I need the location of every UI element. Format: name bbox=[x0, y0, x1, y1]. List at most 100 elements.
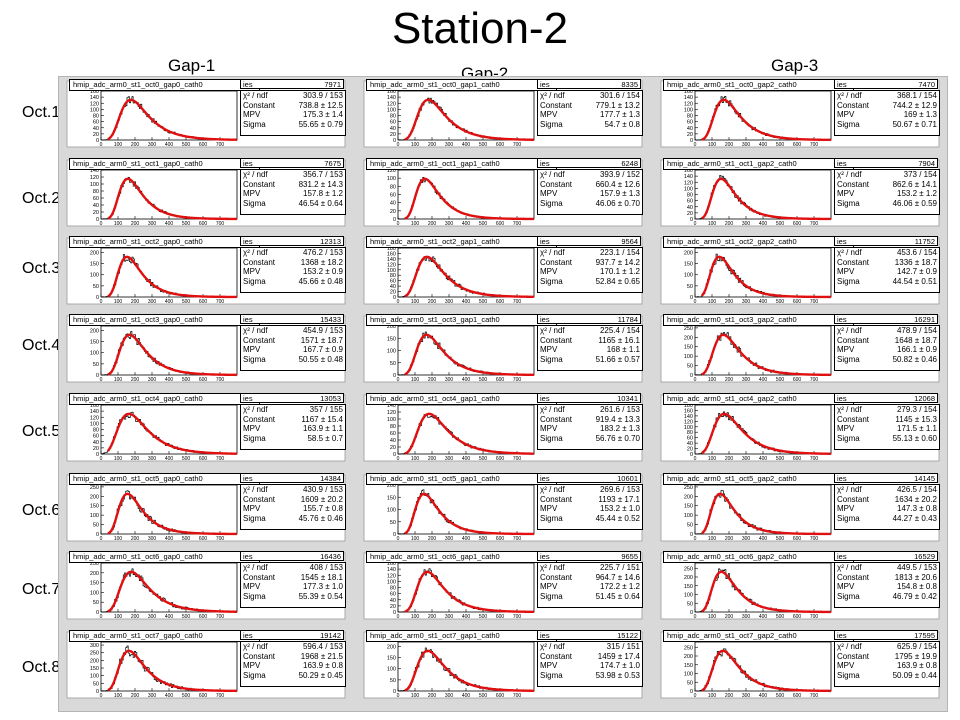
y-tick-label: 20 bbox=[687, 211, 693, 217]
stat-value: 426.5 / 154 bbox=[896, 485, 937, 494]
stat-value: 315 / 151 bbox=[606, 642, 640, 651]
landau-fit-line bbox=[107, 649, 238, 693]
histogram-panel: 0 50 100 150 200 250 0 100 200 300 400 500 600 700 hmi… bbox=[65, 473, 347, 542]
entries-value: 16436 bbox=[320, 552, 341, 561]
stat-row-mpv: MPV 157.9 ± 1.3 bbox=[538, 189, 642, 199]
stat-label: MPV bbox=[540, 189, 558, 198]
stat-label: MPV bbox=[243, 267, 261, 276]
x-tick-label: 600 bbox=[793, 536, 802, 542]
stat-row-chi2: χ² / ndf 368.1 / 154 bbox=[835, 91, 939, 101]
stat-value: 1459 ± 17.4 bbox=[597, 651, 640, 661]
x-tick-label: 400 bbox=[462, 614, 471, 620]
histogram-title: hmip_adc_arm0_st1_oct5_gap2_cath0 bbox=[663, 473, 854, 485]
landau-fit-line bbox=[404, 649, 535, 692]
y-tick-label: 200 bbox=[90, 328, 99, 334]
y-tick-label: 0 bbox=[690, 532, 693, 538]
entries-label: ies bbox=[837, 394, 847, 403]
stat-row-chi2: χ² / ndf 430.9 / 153 bbox=[241, 485, 345, 495]
stat-row-constant: Constant 660.4 ± 12.6 bbox=[538, 180, 642, 190]
stat-row-mpv: MPV 153.2 ± 1.2 bbox=[835, 189, 939, 199]
stat-value: 167.7 ± 0.9 bbox=[303, 345, 343, 354]
stat-label: Constant bbox=[540, 179, 573, 189]
stat-row-mpv: MPV 175.3 ± 1.4 bbox=[241, 110, 345, 120]
stat-value: 163.9 ± 1.1 bbox=[303, 424, 343, 433]
stat-label: χ² / ndf bbox=[243, 170, 268, 179]
stat-value: 175.3 ± 1.4 bbox=[303, 110, 343, 119]
stat-label: χ² / ndf bbox=[837, 563, 862, 572]
stat-label: Constant bbox=[540, 494, 573, 504]
entries-value: 7904 bbox=[918, 159, 935, 168]
x-tick-label: 700 bbox=[513, 299, 522, 305]
stat-row-chi2: χ² / ndf 408 / 153 bbox=[241, 563, 345, 573]
x-tick-label: 500 bbox=[776, 142, 785, 148]
x-tick-label: 700 bbox=[513, 221, 522, 227]
stat-value: 51.66 ± 0.57 bbox=[595, 354, 640, 364]
entries-label: ies bbox=[837, 80, 847, 89]
y-tick-label: 0 bbox=[690, 217, 693, 223]
x-tick-label: 500 bbox=[479, 377, 488, 383]
x-tick-label: 100 bbox=[411, 221, 420, 227]
x-tick-label: 0 bbox=[397, 693, 400, 699]
stat-row-sigma: Sigma 55.13 ± 0.60 bbox=[835, 434, 939, 444]
gap-label-3: Gap-3 bbox=[771, 56, 819, 75]
stat-label: χ² / ndf bbox=[540, 642, 565, 651]
x-tick-label: 600 bbox=[496, 536, 505, 542]
x-tick-label: 0 bbox=[694, 221, 697, 227]
entries-box: ies 19142 bbox=[240, 630, 344, 640]
stat-row-mpv: MPV 168 ± 1.1 bbox=[538, 345, 642, 355]
entries-value: 11752 bbox=[914, 237, 935, 246]
landau-fit-line bbox=[107, 570, 238, 613]
stat-label: MPV bbox=[540, 110, 558, 119]
entries-value: 17595 bbox=[914, 631, 935, 640]
histogram-panel: 0 20 40 60 80 100 120 140 160 0 100 200 300 400 500 600… bbox=[362, 551, 644, 620]
y-tick-label: 0 bbox=[96, 138, 99, 144]
x-tick-label: 700 bbox=[216, 221, 225, 227]
y-tick-label: 250 bbox=[684, 645, 693, 651]
stat-row-chi2: χ² / ndf 261.6 / 153 bbox=[538, 405, 642, 415]
stat-label: Constant bbox=[243, 494, 276, 504]
entries-box: ies 16436 bbox=[240, 551, 344, 561]
x-tick-label: 100 bbox=[114, 693, 123, 699]
x-tick-label: 600 bbox=[199, 614, 208, 620]
x-tick-label: 400 bbox=[165, 693, 174, 699]
x-tick-label: 600 bbox=[199, 456, 208, 462]
x-tick-label: 300 bbox=[445, 299, 454, 305]
fit-stats-box: χ² / ndf 261.6 / 153 Constant 919.4 ± 13.3 M… bbox=[537, 404, 643, 450]
y-tick-label: 80 bbox=[687, 430, 693, 436]
stat-value: 45.66 ± 0.48 bbox=[298, 276, 343, 286]
x-tick-label: 400 bbox=[462, 693, 471, 699]
stat-label: MPV bbox=[243, 504, 261, 513]
x-tick-label: 700 bbox=[513, 536, 522, 542]
page-title: Station-2 bbox=[391, 4, 569, 53]
entries-label: ies bbox=[540, 237, 550, 246]
y-tick-label: 0 bbox=[690, 610, 693, 616]
x-tick-label: 0 bbox=[694, 299, 697, 305]
stat-row-constant: Constant 1634 ± 20.2 bbox=[835, 495, 939, 505]
y-tick-label: 20 bbox=[93, 446, 99, 452]
y-tick-label: 0 bbox=[96, 689, 99, 695]
stat-label: Constant bbox=[837, 335, 870, 345]
x-tick-label: 300 bbox=[742, 142, 751, 148]
landau-fit-line bbox=[404, 98, 535, 141]
entries-box: ies 17595 bbox=[834, 630, 938, 640]
stat-label: MPV bbox=[243, 189, 261, 198]
x-tick-label: 500 bbox=[479, 299, 488, 305]
y-tick-label: 200 bbox=[387, 644, 396, 650]
x-tick-label: 600 bbox=[793, 221, 802, 227]
stat-value: 174.7 ± 1.0 bbox=[600, 661, 640, 670]
entries-label: ies bbox=[243, 159, 253, 168]
stat-row-mpv: MPV 177.3 ± 1.0 bbox=[241, 582, 345, 592]
x-tick-label: 400 bbox=[759, 142, 768, 148]
x-tick-label: 100 bbox=[411, 377, 420, 383]
x-tick-label: 200 bbox=[428, 299, 437, 305]
y-tick-label: 100 bbox=[90, 107, 99, 113]
stat-value: 1571 ± 18.7 bbox=[300, 335, 343, 345]
entries-label: ies bbox=[837, 315, 847, 324]
x-tick-label: 700 bbox=[216, 693, 225, 699]
x-tick-label: 500 bbox=[776, 693, 785, 699]
stat-label: MPV bbox=[243, 345, 261, 354]
y-tick-label: 60 bbox=[687, 120, 693, 126]
x-tick-label: 400 bbox=[759, 456, 768, 462]
y-tick-label: 120 bbox=[90, 415, 99, 421]
stat-label: MPV bbox=[243, 110, 261, 119]
